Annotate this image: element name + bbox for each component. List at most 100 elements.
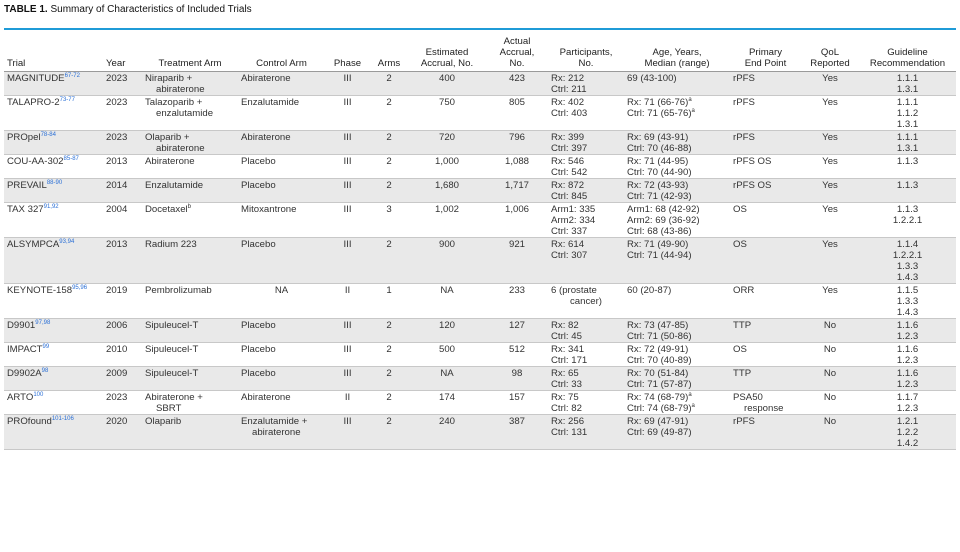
participants-line: Ctrl: 542 xyxy=(551,167,588,178)
table-row: KEYNOTE-15895,96 2019 Pembrolizumab NA II 1 NA… xyxy=(4,283,956,319)
actual-accrual-cell: 233 xyxy=(486,283,548,319)
phase-cell: III xyxy=(325,414,370,450)
participants-cell: Rx: 402 Ctrl: 403 xyxy=(548,95,624,131)
age-line-wrap: Rx: 71 (49-90) xyxy=(627,239,727,250)
header-estimated-accrual-line: Accrual, No. xyxy=(420,58,474,69)
treatment-arm-line: Radium 223 xyxy=(145,239,197,250)
control-arm-line: Abiraterone xyxy=(241,73,291,84)
trial-reference: 97,98 xyxy=(35,319,51,326)
trial-name: TALAPRO-2 xyxy=(7,97,60,108)
guideline-line: 1.1.6 xyxy=(896,344,919,355)
participants-line: Rx: 341 xyxy=(551,344,585,355)
control-arm-cell: Placebo xyxy=(238,342,325,367)
age-line: Rx: 69 (47-91) xyxy=(627,416,689,427)
qol-cell: No xyxy=(801,342,859,367)
guideline-cell: 1.1.1 1.1.2 1.3.1 xyxy=(859,95,956,131)
treatment-arm-line: Pembrolizumab xyxy=(145,285,212,296)
estimated-accrual-cell: 174 xyxy=(408,390,486,415)
actual-accrual-cell: 805 xyxy=(486,95,548,131)
estimated-accrual-cell: 720 xyxy=(408,130,486,155)
phase-cell: II xyxy=(325,390,370,415)
trial-cell: ALSYMPCA93,94 xyxy=(4,237,103,284)
age-cell: Rx: 73 (47-85) Ctrl: 71 (50-86) xyxy=(624,318,730,343)
header-end-point-line: End Point xyxy=(744,58,787,69)
participants-line: Ctrl: 33 xyxy=(551,379,582,390)
estimated-accrual-cell: 1,000 xyxy=(408,154,486,179)
control-arm-line: Placebo xyxy=(241,239,276,250)
trial-reference: 93,94 xyxy=(59,238,75,245)
age-line: Rx: 72 (49-91) xyxy=(627,344,689,355)
year-cell: 2023 xyxy=(103,130,142,155)
participants-line: Ctrl: 337 xyxy=(551,226,588,237)
actual-accrual-cell: 157 xyxy=(486,390,548,415)
age-line: Rx: 70 (51-84) xyxy=(627,368,689,379)
primary-end-point-cell: OS xyxy=(730,202,801,238)
end-point-line: rPFS OS xyxy=(733,156,772,167)
age-line-wrap: Rx: 74 (68-79)a xyxy=(627,392,727,403)
actual-accrual-cell: 1,006 xyxy=(486,202,548,238)
age-cell: 69 (43-100) xyxy=(624,71,730,96)
guideline-line: 1.1.1 xyxy=(896,97,919,108)
participants-line: Ctrl: 131 xyxy=(551,427,588,438)
end-point-line: response xyxy=(744,403,784,414)
caption-rule xyxy=(4,28,956,30)
trial-reference: 78-84 xyxy=(40,131,56,138)
participants-line: Arm2: 334 xyxy=(551,215,596,226)
treatment-arm-cell: Talazoparib + enzalutamide xyxy=(142,95,238,131)
primary-end-point-cell: rPFS xyxy=(730,71,801,96)
participants-line: Rx: 256 xyxy=(551,416,585,427)
trial-name: PREVAIL xyxy=(7,180,47,191)
header-actual-accrual-line: Accrual, xyxy=(499,47,535,58)
table-row: PREVAIL88-90 2014 Enzalutamide Placebo III 2 1… xyxy=(4,178,956,203)
treatment-arm-cell: Sipuleucel-T xyxy=(142,318,238,343)
age-line-wrap: Rx: 69 (47-91) xyxy=(627,416,727,427)
control-arm-line: Placebo xyxy=(241,344,276,355)
end-point-line: TTP xyxy=(733,320,752,331)
guideline-cell: 1.1.4 1.2.2.1 1.3.3 1.4.3 xyxy=(859,237,956,284)
guideline-cell: 1.1.5 1.3.3 1.4.3 xyxy=(859,283,956,319)
age-line: Ctrl: 70 (44-90) xyxy=(627,167,692,178)
trial-name: PROfound xyxy=(7,416,52,427)
treatment-arm-line: Olaparib xyxy=(145,416,182,427)
header-estimated-accrual: Estimated Accrual, No. xyxy=(408,31,486,72)
treatment-arm-line: abiraterone xyxy=(156,84,205,95)
control-arm-cell: Placebo xyxy=(238,178,325,203)
guideline-line: 1.2.2 xyxy=(896,427,919,438)
trial-name: ARTO xyxy=(7,392,34,403)
footnote-marker: a xyxy=(691,107,695,114)
actual-accrual-cell: 98 xyxy=(486,366,548,391)
table-row: PROpel78-84 2023 Olaparib + abiraterone Abir… xyxy=(4,130,956,155)
year-cell: 2020 xyxy=(103,414,142,450)
participants-line: Rx: 75 xyxy=(551,392,579,403)
control-arm-cell: Placebo xyxy=(238,237,325,284)
trial-name: D9902A xyxy=(7,368,42,379)
trial-reference: 88-90 xyxy=(46,179,63,186)
control-arm-cell: Enzalutamide xyxy=(238,95,325,131)
phase-cell: II xyxy=(325,283,370,319)
estimated-accrual-cell: 240 xyxy=(408,414,486,450)
header-primary-end-point: Primary End Point xyxy=(730,31,801,72)
treatment-arm-line: Docetaxel xyxy=(145,204,188,215)
guideline-line: 1.2.3 xyxy=(896,379,919,390)
age-cell: 60 (20-87) xyxy=(624,283,730,319)
age-line-wrap: Rx: 72 (49-91) xyxy=(627,344,727,355)
header-qol-reported: QoL Reported xyxy=(801,31,859,72)
guideline-line: 1.2.3 xyxy=(896,403,919,414)
trial-cell: TALAPRO-273-77 xyxy=(4,95,103,131)
trial-reference: 100 xyxy=(33,391,44,398)
age-cell: Rx: 69 (43-91) Ctrl: 70 (46-88) xyxy=(624,130,730,155)
treatment-arm-line: Sipuleucel-T xyxy=(145,320,199,331)
control-arm-cell: Placebo xyxy=(238,366,325,391)
year-cell: 2023 xyxy=(103,390,142,415)
age-line-wrap: 60 (20-87) xyxy=(627,285,727,296)
guideline-cell: 1.2.1 1.2.2 1.4.2 xyxy=(859,414,956,450)
phase-cell: III xyxy=(325,154,370,179)
footnote-marker: a xyxy=(688,391,692,398)
qol-cell: No xyxy=(801,366,859,391)
guideline-cell: 1.1.3 xyxy=(859,154,956,179)
treatment-arm-cell: Sipuleucel-T xyxy=(142,342,238,367)
participants-line: Ctrl: 82 xyxy=(551,403,582,414)
arms-cell: 1 xyxy=(370,283,408,319)
trial-reference: 99 xyxy=(42,343,50,350)
participants-cell: Rx: 872 Ctrl: 845 xyxy=(548,178,624,203)
